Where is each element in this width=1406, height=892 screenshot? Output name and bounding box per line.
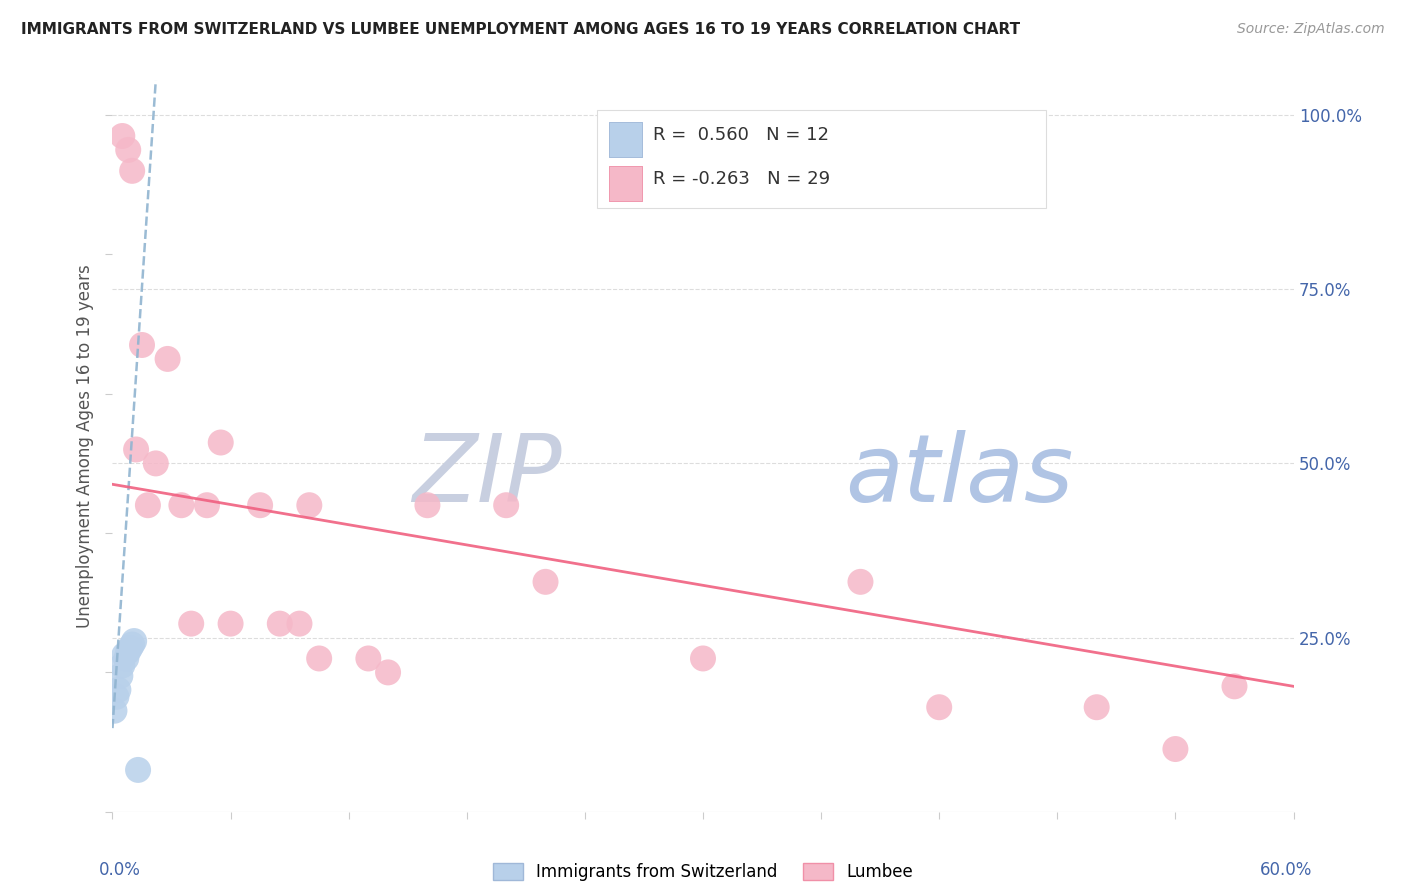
Point (288, 616, 311, 631)
Point (534, 574, 557, 589)
Point (1164, 742, 1187, 756)
Point (156, 351, 179, 366)
Point (209, 435, 232, 450)
Bar (609, 122, 641, 157)
Point (120, 640, 142, 655)
Point (692, 651, 714, 665)
Point (1223, 679, 1246, 693)
Point (105, 690, 128, 704)
Point (136, 498, 159, 512)
Point (416, 498, 439, 512)
Text: R = -0.263   N = 29: R = -0.263 N = 29 (654, 170, 831, 188)
Text: R =  0.560   N = 12: R = 0.560 N = 12 (654, 126, 830, 145)
Point (115, 651, 138, 665)
Point (121, 638, 143, 652)
Bar (596, 110, 1046, 209)
Point (103, 704, 125, 718)
Point (145, 457, 167, 471)
Point (121, 164, 143, 178)
Text: 60.0%: 60.0% (1260, 861, 1313, 879)
Point (219, 616, 242, 631)
Point (849, 574, 872, 589)
Point (1085, 700, 1108, 714)
Point (111, 658, 134, 673)
Point (377, 665, 399, 680)
Point (111, 128, 134, 143)
Point (131, 338, 153, 352)
Bar (609, 122, 641, 157)
Point (308, 651, 330, 665)
Text: ZIP: ZIP (412, 430, 561, 521)
Point (122, 634, 145, 648)
Bar (609, 166, 641, 201)
Point (170, 498, 193, 512)
Text: IMMIGRANTS FROM SWITZERLAND VS LUMBEE UNEMPLOYMENT AMONG AGES 16 TO 19 YEARS COR: IMMIGRANTS FROM SWITZERLAND VS LUMBEE UN… (21, 22, 1021, 37)
Point (495, 498, 517, 512)
Y-axis label: Unemployment Among Ages 16 to 19 years: Unemployment Among Ages 16 to 19 years (76, 264, 94, 628)
Text: 0.0%: 0.0% (98, 861, 141, 879)
Point (117, 644, 139, 658)
Point (112, 648, 135, 662)
Point (125, 442, 148, 457)
Point (298, 498, 321, 512)
Point (180, 616, 202, 631)
Point (357, 651, 380, 665)
Point (127, 763, 149, 777)
Point (249, 498, 271, 512)
Text: Source: ZipAtlas.com: Source: ZipAtlas.com (1237, 22, 1385, 37)
Point (195, 498, 218, 512)
Point (928, 700, 950, 714)
Text: atlas: atlas (845, 430, 1073, 521)
Legend: Immigrants from Switzerland, Lumbee: Immigrants from Switzerland, Lumbee (486, 856, 920, 888)
Point (107, 682, 129, 697)
Point (117, 143, 139, 157)
Bar (609, 166, 641, 201)
Point (110, 669, 132, 683)
Point (269, 616, 291, 631)
